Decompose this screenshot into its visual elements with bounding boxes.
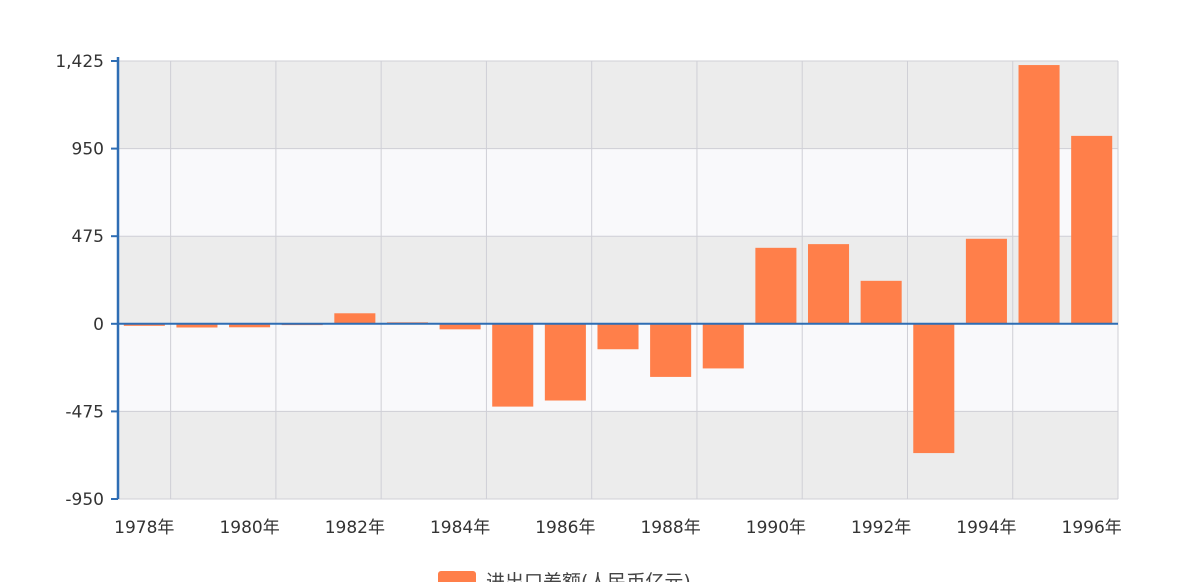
bar — [755, 247, 797, 324]
x-tick-labels: 1978年 1980年 1982年 1984年 1986年 1988年 1990年 1992年… — [114, 518, 1122, 538]
plot-band — [118, 236, 1118, 324]
plot-band — [118, 148, 1118, 237]
bar — [1071, 135, 1113, 324]
y-tick-label: -475 — [65, 402, 104, 422]
x-tick-label: 1990年 — [746, 518, 806, 538]
bar — [492, 323, 534, 407]
y-tick-label: 0 — [93, 315, 104, 335]
bar — [1018, 65, 1060, 324]
bars — [123, 65, 1113, 454]
axes — [111, 57, 1118, 500]
bar — [229, 323, 271, 328]
plot-band — [118, 411, 1118, 499]
x-tick-label: 1994年 — [956, 518, 1016, 538]
bar — [702, 323, 744, 369]
bar — [650, 323, 692, 377]
legend-label: 进出口差额(人民币亿元) — [486, 571, 691, 582]
bar — [965, 238, 1007, 324]
bar — [439, 323, 481, 330]
y-tick-labels: 1,425 950 475 0 -475 -950 — [55, 52, 104, 510]
x-tick-label: 1988年 — [640, 518, 700, 538]
x-tick-label: 1984年 — [430, 518, 490, 538]
bar — [860, 280, 902, 324]
bar — [808, 244, 850, 324]
y-tick-label: 475 — [72, 227, 104, 247]
y-tick-label: -950 — [65, 490, 104, 510]
bar — [176, 323, 218, 328]
x-tick-label: 1996年 — [1062, 518, 1122, 538]
legend[interactable]: 进出口差额(人民币亿元) — [438, 571, 691, 582]
bar — [597, 323, 639, 350]
x-tick-label: 1992年 — [851, 518, 911, 538]
plot-band — [118, 61, 1118, 149]
bar — [913, 323, 955, 454]
x-tick-label: 1978年 — [114, 518, 174, 538]
x-tick-label: 1980年 — [219, 518, 279, 538]
legend-swatch — [438, 571, 476, 582]
x-tick-label: 1982年 — [325, 518, 385, 538]
x-tick-label: 1986年 — [535, 518, 595, 538]
y-tick-label: 1,425 — [55, 52, 104, 72]
bar — [334, 313, 376, 324]
y-tick-label: 950 — [72, 140, 104, 160]
bar — [544, 323, 586, 401]
bar — [123, 323, 165, 326]
